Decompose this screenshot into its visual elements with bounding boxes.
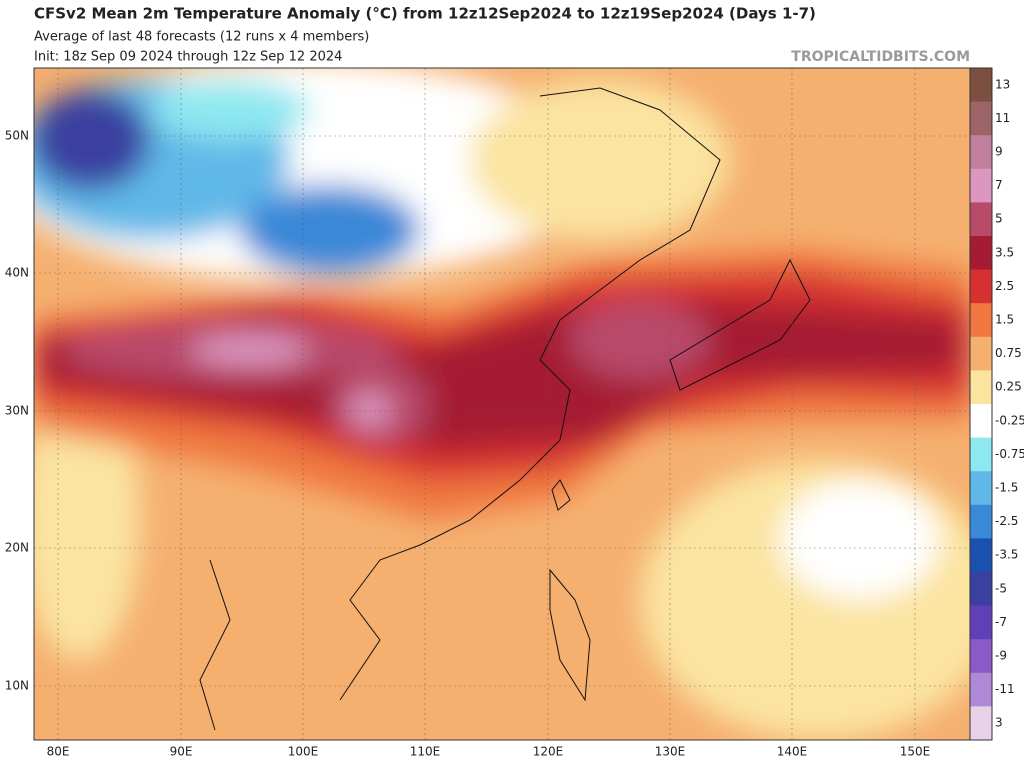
lat-label: 20N	[5, 541, 29, 555]
colorbar-swatch	[970, 471, 992, 506]
colorbar-label: -5	[995, 581, 1007, 595]
colorbar-label: 5	[995, 212, 1003, 226]
colorbar-swatch	[970, 572, 992, 607]
lat-label: 50N	[5, 129, 29, 143]
lat-label: 10N	[5, 679, 29, 693]
lon-label: 100E	[288, 745, 319, 759]
colorbar-swatch	[970, 168, 992, 203]
colorbar-label: -0.75	[995, 447, 1024, 461]
colorbar-label: 1.5	[995, 313, 1014, 327]
colorbar-label: -0.25	[995, 413, 1024, 427]
colorbar-label: 0.75	[995, 346, 1022, 360]
colorbar-swatch	[970, 706, 992, 741]
lon-label: 110E	[410, 745, 441, 759]
colorbar-swatch	[970, 269, 992, 304]
colorbar-swatch	[970, 538, 992, 573]
title: CFSv2 Mean 2m Temperature Anomaly (°C) f…	[34, 5, 816, 23]
colorbar-label: -3.5	[995, 548, 1018, 562]
lon-label: 130E	[655, 745, 686, 759]
colorbar-label: -7	[995, 615, 1007, 629]
colorbar-label: -11	[995, 682, 1015, 696]
colorbar-swatch	[970, 605, 992, 640]
subtitle: Average of last 48 forecasts (12 runs x …	[34, 30, 369, 45]
lat-label: 40N	[5, 266, 29, 280]
colorbar-label: 13	[995, 77, 1010, 91]
colorbar-swatch	[970, 236, 992, 271]
colorbar-label: 2.5	[995, 279, 1014, 293]
colorbar-label: -1.5	[995, 481, 1018, 495]
colorbar-swatch	[970, 303, 992, 338]
lon-label: 150E	[900, 745, 931, 759]
colorbar-label: -9	[995, 649, 1007, 663]
colorbar-label: 0.25	[995, 380, 1022, 394]
anomaly-field	[34, 68, 970, 740]
colorbar-label: 3.5	[995, 245, 1014, 259]
lon-label: 140E	[777, 745, 808, 759]
watermark: TROPICALTIDBITS.COM	[791, 49, 970, 65]
colorbar-label: 11	[995, 111, 1010, 125]
colorbar-swatch	[970, 404, 992, 439]
colorbar-swatch	[970, 437, 992, 472]
lon-label: 120E	[533, 745, 564, 759]
colorbar-frame	[969, 67, 993, 741]
colorbar-swatch	[970, 639, 992, 674]
colorbar-swatch	[970, 672, 992, 707]
colorbar-swatch	[970, 101, 992, 136]
init-line: Init: 18z Sep 09 2024 through 12z Sep 12…	[34, 50, 342, 65]
colorbar-label: 3	[995, 716, 1003, 730]
colorbar-label: 7	[995, 178, 1003, 192]
colorbar: 13 11 9 7 5 3.5 2.5 1.5 0.75 0.25 -0.25 -0.75 -1.5 -2…	[969, 67, 1024, 741]
colorbar-swatch	[970, 202, 992, 237]
colorbar-swatch	[970, 370, 992, 405]
lon-label: 90E	[170, 745, 193, 759]
colorbar-swatch	[970, 336, 992, 371]
colorbar-swatch	[970, 135, 992, 170]
lat-label: 30N	[5, 404, 29, 418]
colorbar-swatch	[970, 504, 992, 539]
lon-label: 80E	[47, 745, 70, 759]
colorbar-swatch	[970, 68, 992, 103]
colorbar-label: -2.5	[995, 514, 1018, 528]
colorbar-label: 9	[995, 145, 1003, 159]
